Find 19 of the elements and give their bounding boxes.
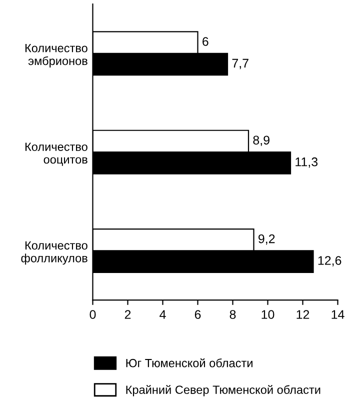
data-label: 8,9 <box>253 136 270 146</box>
data-label: 6 <box>202 37 208 46</box>
x-tick-label: 14 <box>332 310 344 319</box>
x-tick-label: 8 <box>230 310 236 319</box>
x-tick-label: 12 <box>296 310 310 319</box>
y-tick-label: Количество эмбрионов <box>25 44 88 68</box>
x-tick-label: 0 <box>90 310 96 319</box>
legend-label: Крайний Север Тюменской области <box>126 385 320 396</box>
data-label: 9,2 <box>258 234 275 245</box>
x-tick-label: 6 <box>194 310 201 319</box>
data-label: 11,3 <box>296 157 318 168</box>
y-tick-label: Количество фолликулов <box>21 241 88 265</box>
x-tick-label: 4 <box>160 310 166 319</box>
y-tick-label: Количество ооцитов <box>25 142 88 166</box>
x-tick-label: 2 <box>124 310 131 319</box>
data-label: 12,6 <box>318 256 342 266</box>
x-tick-label: 10 <box>262 310 274 319</box>
legend-label: Юг Тюменской области <box>126 358 252 368</box>
data-label: 7,7 <box>232 58 248 70</box>
